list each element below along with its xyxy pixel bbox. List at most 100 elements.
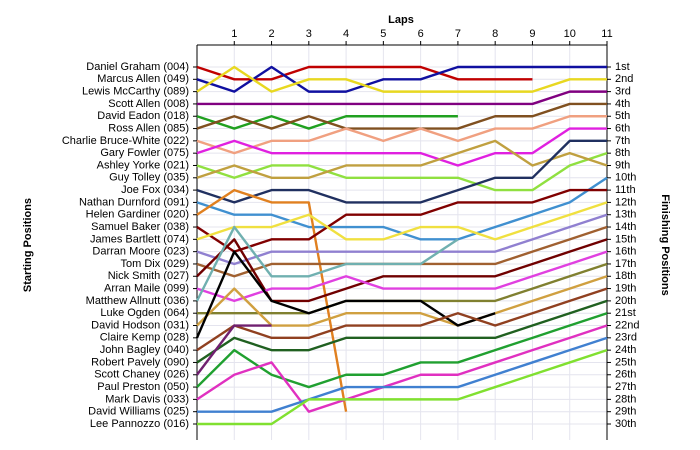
driver-line	[196, 201, 608, 241]
driver-line	[197, 348, 608, 426]
finish-label: 4th	[615, 98, 630, 110]
driver-name: Matthew Allnutt (036)	[86, 295, 189, 307]
finish-label: 24th	[615, 344, 636, 356]
driver-line	[196, 287, 608, 352]
driver-line	[196, 213, 608, 266]
driver-name: Mark Davis (033)	[105, 393, 189, 405]
driver-line	[196, 102, 607, 130]
driver-name: Claire Kemp (028)	[100, 332, 189, 344]
driver-name: Darran Moore (023)	[92, 246, 189, 258]
driver-name: Robert Pavely (090)	[91, 356, 189, 368]
driver-name: Marcus Allen (049)	[97, 73, 189, 85]
finish-label: 19th	[615, 282, 636, 294]
x-tick-label: 1	[231, 28, 237, 40]
finish-label: 8th	[615, 147, 630, 159]
driver-name: Arran Maile (099)	[104, 282, 189, 294]
x-tick-label: 5	[380, 28, 386, 40]
finish-label: 2nd	[615, 73, 633, 85]
x-tick-label: 2	[268, 28, 274, 40]
finish-label: 26th	[615, 369, 636, 381]
finish-label: 23rd	[615, 332, 637, 344]
driver-name: Daniel Graham (004)	[86, 61, 189, 73]
finish-label: 28th	[615, 393, 636, 405]
finish-label: 16th	[615, 246, 636, 258]
right-axis-title: Finishing Positions	[659, 194, 671, 295]
driver-name: Samuel Baker (038)	[91, 221, 189, 233]
driver-line	[196, 65, 607, 93]
x-tick-label: 7	[455, 28, 461, 40]
finish-label: 29th	[615, 406, 636, 418]
driver-name: Gary Fowler (075)	[100, 147, 189, 159]
driver-name: Guy Tolley (035)	[109, 172, 189, 184]
driver-line	[196, 139, 608, 179]
driver-line	[196, 65, 607, 93]
driver-line	[196, 139, 607, 204]
driver-line	[196, 65, 533, 81]
finish-label: 27th	[615, 381, 636, 393]
finish-label: 1st	[615, 61, 630, 73]
driver-name: Scott Chaney (026)	[94, 369, 189, 381]
x-axis-title: Laps	[388, 14, 414, 26]
finish-label: 20th	[615, 295, 636, 307]
finish-label: 22nd	[615, 319, 639, 331]
finish-label: 5th	[615, 110, 630, 122]
driver-line	[196, 299, 608, 364]
driver-name: David Hodson (031)	[91, 319, 189, 331]
finish-label: 12th	[615, 196, 636, 208]
x-tick-label: 6	[418, 28, 424, 40]
finish-label: 25th	[615, 356, 636, 368]
driver-line	[196, 324, 272, 376]
x-tick-label: 8	[492, 28, 498, 40]
driver-line	[195, 225, 459, 302]
driver-name: Ashley Yorke (021)	[97, 159, 189, 171]
finish-label: 30th	[615, 418, 636, 430]
driver-line	[197, 336, 608, 413]
driver-name: David Eadon (018)	[97, 110, 189, 122]
driver-name: Nathan Durnford (091)	[79, 196, 189, 208]
driver-name: James Bartlett (074)	[90, 233, 189, 245]
driver-line	[196, 188, 607, 253]
driver-name: Lewis McCarthy (089)	[82, 86, 189, 98]
x-tick-label: 10	[564, 28, 576, 40]
driver-name: Joe Fox (034)	[121, 184, 189, 196]
driver-line	[196, 152, 608, 192]
driver-name: Ross Allen (085)	[108, 122, 189, 134]
driver-name: David Williams (025)	[88, 406, 189, 418]
finish-label: 17th	[615, 258, 636, 270]
driver-name: Charlie Bruce-White (022)	[62, 135, 189, 147]
driver-name: Luke Ogden (064)	[100, 307, 189, 319]
lines	[195, 65, 608, 426]
finish-label: 11th	[615, 184, 636, 196]
finish-label: 7th	[615, 135, 630, 147]
driver-name: Nick Smith (027)	[108, 270, 189, 282]
driver-name: Scott Allen (008)	[108, 98, 189, 110]
finish-label: 13th	[615, 209, 636, 221]
finish-label: 15th	[615, 233, 636, 245]
finish-label: 10th	[615, 172, 636, 184]
driver-line	[196, 176, 608, 241]
finish-label: 18th	[615, 270, 636, 282]
x-tick-label: 4	[343, 28, 349, 40]
driver-line	[196, 312, 608, 389]
finish-label: 9th	[615, 159, 630, 171]
finish-label: 6th	[615, 122, 630, 134]
driver-name: Tom Dix (029)	[121, 258, 189, 270]
finish-label: 14th	[615, 221, 636, 233]
x-tick-label: 3	[306, 28, 312, 40]
finish-label: 3rd	[615, 86, 631, 98]
driver-name: Lee Pannozzo (016)	[90, 418, 189, 430]
labels: 1 2 3 4 5 6 7 8 9 10 11 1st2nd3rd4th5th6th7th8th9th…	[62, 28, 640, 430]
driver-line	[196, 324, 608, 413]
driver-name: Helen Gardiner (020)	[86, 209, 189, 221]
x-tick-label: 9	[529, 28, 535, 40]
left-axis-title: Starting Positions	[22, 198, 34, 292]
driver-line	[196, 275, 608, 327]
driver-line	[197, 90, 607, 106]
driver-line	[196, 250, 608, 303]
driver-line	[196, 127, 607, 167]
driver-name: Paul Preston (050)	[97, 381, 189, 393]
driver-name: John Bagley (040)	[100, 344, 189, 356]
driver-line	[196, 115, 607, 155]
finish-label: 21st	[615, 307, 636, 319]
